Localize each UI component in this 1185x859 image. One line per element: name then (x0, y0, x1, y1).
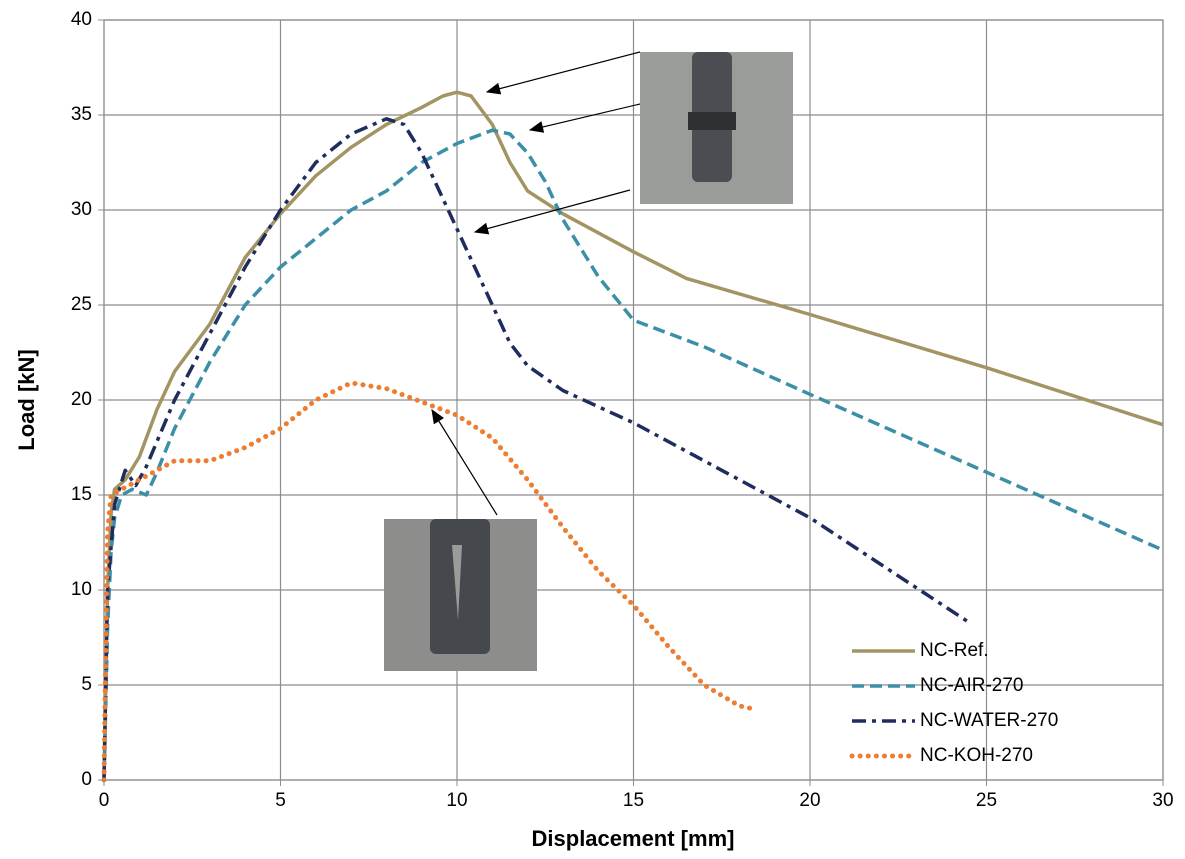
y-tick-label: 5 (81, 674, 92, 695)
y-tick-label: 40 (71, 9, 92, 30)
y-tick-label: 25 (71, 294, 92, 315)
x-tick-label: 25 (976, 790, 997, 811)
x-tick-label: 5 (275, 790, 286, 811)
x-tick-label: 20 (799, 790, 820, 811)
y-tick-label: 0 (81, 769, 92, 790)
legend-label: NC-KOH-270 (920, 745, 1033, 766)
y-tick-label: 20 (71, 389, 92, 410)
photo (640, 52, 793, 204)
x-axis-title: Displacement [mm] (532, 826, 735, 851)
legend-label: NC-Ref. (920, 640, 989, 661)
y-tick-label: 15 (71, 484, 92, 505)
y-axis-title: Load [kN] (14, 349, 39, 450)
x-tick-label: 15 (623, 790, 644, 811)
legend-label: NC-AIR-270 (920, 675, 1023, 696)
series-line (102, 117, 970, 781)
x-tick-label: 0 (99, 790, 110, 811)
y-tick-label: 35 (71, 104, 92, 125)
y-tick-label: 10 (71, 579, 92, 600)
series-line (102, 90, 1164, 781)
x-tick-label: 10 (446, 790, 467, 811)
x-tick-label: 30 (1152, 790, 1173, 811)
arrows (431, 51, 641, 516)
photo (384, 519, 537, 671)
series-line (102, 128, 1164, 781)
y-tick-label: 30 (71, 199, 92, 220)
legend-label: NC-WATER-270 (920, 710, 1058, 731)
series-line (101, 380, 760, 783)
